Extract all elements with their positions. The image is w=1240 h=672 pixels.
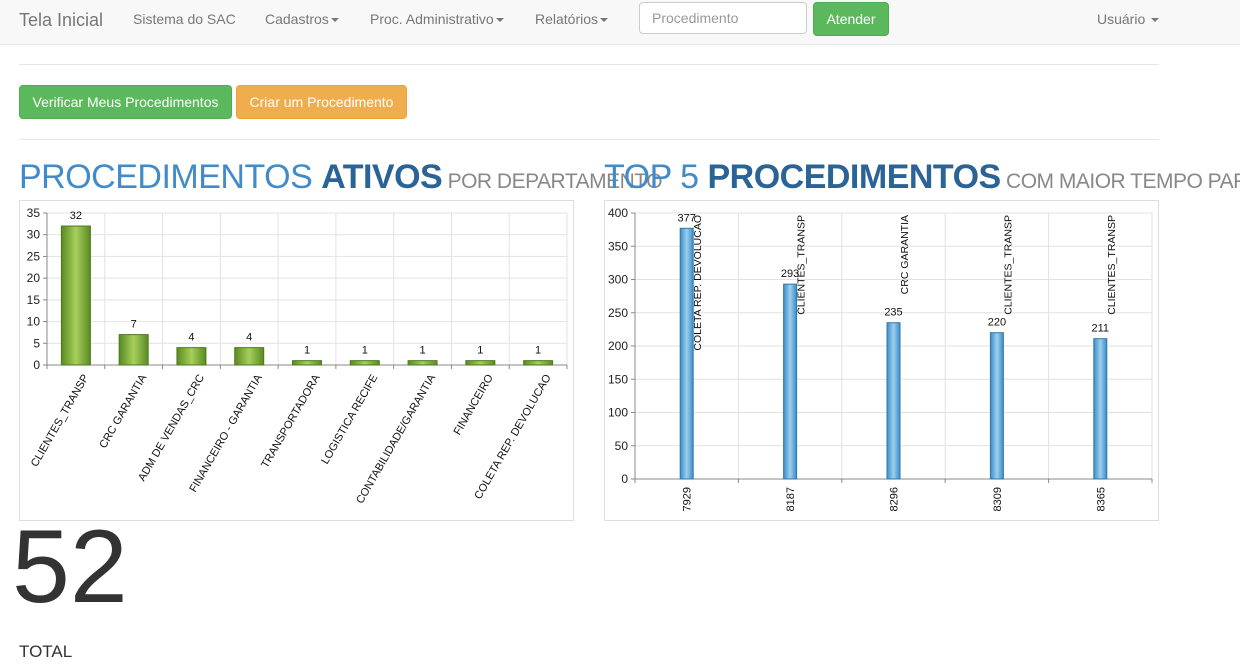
bar (407, 360, 438, 366)
y-tick-label: 5 (33, 336, 40, 350)
nav-relatorios-label: Relatórios (535, 11, 599, 27)
procedure-search-input[interactable] (639, 2, 807, 34)
bar-value-label: 4 (188, 332, 194, 344)
y-tick-label: 15 (27, 293, 41, 307)
bar-value-label: 1 (535, 345, 541, 357)
create-procedure-button[interactable]: Criar um Procedimento (236, 85, 407, 119)
bar (679, 227, 694, 480)
title-part-bold: ATIVOS (321, 158, 443, 196)
bar-value-label: 293 (781, 268, 799, 280)
top5-stalled-title: TOP 5 PROCEDIMENTOS COM MAIOR TEMPO PARA… (604, 158, 1240, 197)
x-tick-label: 8309 (992, 487, 1004, 511)
bar (118, 334, 149, 366)
x-tick-label: LOGISTICA RECIFE (319, 373, 380, 467)
nav-relatorios[interactable]: Relatórios (535, 11, 609, 27)
brand-home-link[interactable]: Tela Inicial (19, 10, 104, 30)
nav-cadastros[interactable]: Cadastros (265, 11, 339, 27)
y-tick-label: 25 (27, 249, 41, 263)
bar-value-label: 377 (678, 212, 696, 224)
bar (176, 347, 207, 366)
top-navbar: Tela Inicial Sistema do SAC Cadastros Pr… (0, 0, 1240, 45)
top5-chart-panel: 0 50 100 150 200 250 300 350 400 377 COLETA REP. D… (604, 200, 1159, 521)
bar (886, 322, 901, 480)
chevron-down-icon (600, 18, 609, 23)
chevron-down-icon (495, 18, 504, 23)
bar-value-label: 235 (884, 307, 902, 319)
bar-value-label: 1 (419, 345, 425, 357)
bar (234, 347, 265, 366)
y-tick-label: 20 (27, 271, 41, 285)
user-menu-label: Usuário (1097, 11, 1146, 27)
bar-value-label: 4 (246, 332, 252, 344)
bar-value-label: 1 (362, 345, 368, 357)
bar-value-label: 32 (70, 210, 82, 222)
bar (60, 225, 91, 366)
title-part-small: POR DEPARTAMENTO (442, 170, 663, 193)
bar (989, 332, 1004, 480)
title-part-bold: PROCEDIMENTOS (707, 158, 1001, 196)
x-tick-label: CLIENTES_TRANSP (29, 373, 92, 470)
user-menu[interactable]: Usuário (1097, 11, 1160, 27)
x-tick-label: CRC GARANTIA (97, 372, 149, 451)
x-tick-label: FINANCEIRO (452, 372, 497, 437)
department-bar-chart: 0 5 10 15 20 25 30 35 32 CLIENTES_TRANSP 7 CRC GARA… (27, 206, 568, 506)
y-tick-label: 200 (608, 339, 628, 353)
y-tick-label: 350 (608, 239, 628, 253)
bar (292, 360, 322, 366)
x-tick-label: ADM DE VENDAS_CRC (136, 372, 207, 483)
verify-procedures-button[interactable]: Verificar Meus Procedimentos (19, 85, 232, 119)
divider (19, 139, 1159, 140)
bar-value-label: 1 (304, 345, 310, 357)
y-tick-label: 10 (27, 315, 41, 329)
x-tick-label: 8365 (1095, 487, 1107, 511)
x-tick-label: 8296 (889, 487, 901, 511)
nav-cadastros-label: Cadastros (265, 11, 329, 27)
bar-value-label: 211 (1092, 323, 1110, 335)
bar (1093, 338, 1108, 480)
y-tick-label: 300 (608, 273, 628, 287)
y-tick-label: 35 (27, 206, 41, 220)
y-tick-label: 0 (33, 358, 40, 372)
y-tick-label: 50 (615, 439, 629, 453)
chevron-down-icon (330, 18, 339, 23)
y-tick-label: 250 (608, 306, 628, 320)
x-tick-label: 7929 (682, 487, 694, 511)
active-by-department-title: PROCEDIMENTOS ATIVOS POR DEPARTAMENTO (19, 158, 663, 197)
bar (523, 360, 554, 366)
bar (349, 360, 380, 366)
x-tick-label: TRANSPORTADORA (259, 372, 323, 470)
bar-value-label: 220 (988, 317, 1006, 329)
nav-proc-administrativo-label: Proc. Administrativo (370, 11, 494, 27)
y-tick-label: 0 (621, 472, 628, 486)
total-count: 52 (12, 509, 128, 625)
chevron-down-icon (1151, 18, 1160, 23)
bar-category-label: COLETA REP. DEVOLUCAO (692, 215, 704, 351)
attend-button[interactable]: Atender (813, 2, 889, 36)
department-chart-panel: 0 5 10 15 20 25 30 35 32 CLIENTES_TRANSP 7 CRC GARA… (19, 200, 574, 521)
divider (19, 64, 1159, 65)
bar (783, 283, 798, 480)
bar-category-label: CLIENTES_TRANSP (796, 215, 808, 315)
y-tick-label: 30 (27, 228, 41, 242)
nav-proc-administrativo[interactable]: Proc. Administrativo (370, 11, 504, 27)
title-part: TOP 5 (604, 158, 708, 196)
total-label: TOTAL (19, 642, 73, 661)
x-tick-label: 8187 (785, 487, 797, 511)
bar-value-label: 7 (131, 319, 137, 331)
nav-sistema-sac[interactable]: Sistema do SAC (133, 11, 236, 27)
bar-category-label: CLIENTES_TRANSP (1002, 215, 1014, 315)
title-part: PROCEDIMENTOS (19, 158, 322, 196)
bar-category-label: CRC GARANTIA (899, 215, 911, 294)
title-part-small: COM MAIOR TEMPO PARADO (1006, 170, 1240, 193)
bar (465, 360, 496, 366)
bar-category-label: CLIENTES_TRANSP (1106, 215, 1118, 315)
bar-value-label: 1 (477, 345, 483, 357)
y-tick-label: 400 (608, 206, 628, 220)
y-tick-label: 100 (608, 406, 628, 420)
y-tick-label: 150 (608, 372, 628, 386)
